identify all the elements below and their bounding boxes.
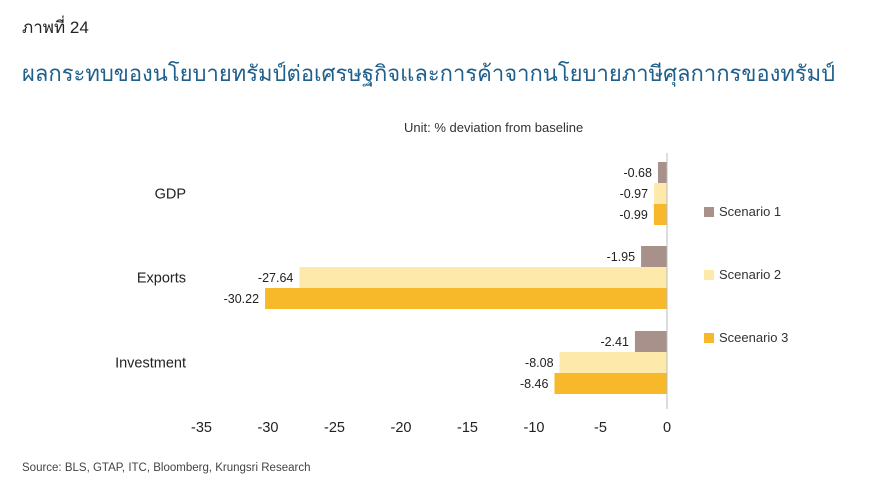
x-tick-label: -20 xyxy=(391,420,412,436)
bar-s2-gdp xyxy=(654,183,667,204)
legend-label-scenario-3: Sceenario 3 xyxy=(719,330,789,345)
source-note: Source: BLS, GTAP, ITC, Bloomberg, Krung… xyxy=(22,462,311,474)
chart-title: ผลกระทบของนโยบายทรัมป์ต่อเศรษฐกิจและการค… xyxy=(22,61,836,86)
value-label-s2-gdp: -0.97 xyxy=(620,187,649,201)
x-tick-label: -10 xyxy=(524,420,545,436)
x-tick-label: -25 xyxy=(324,420,345,436)
figure-label: ภาพที่ 24 xyxy=(22,18,89,37)
bar-s1-gdp xyxy=(657,162,667,183)
legend-item-scenario-2: Scenario 2 xyxy=(704,267,781,282)
bar-s1-investment xyxy=(634,331,667,352)
legend-item-scenario-3: Sceenario 3 xyxy=(704,330,788,345)
category-label-gdp: GDP xyxy=(155,187,186,203)
bar-s2-investment xyxy=(559,352,667,373)
legend-item-scenario-1: Scenario 1 xyxy=(704,204,781,219)
value-label-s3-gdp: -0.99 xyxy=(619,208,648,222)
x-tick-label: -35 xyxy=(191,420,212,436)
legend-label-scenario-2: Scenario 2 xyxy=(719,267,782,282)
value-label-s1-exports: -1.95 xyxy=(607,250,636,264)
x-tick-label: 0 xyxy=(663,420,671,436)
x-tick-label: -15 xyxy=(457,420,478,436)
value-label-s3-investment: -8.46 xyxy=(520,377,549,391)
bar-s3-exports xyxy=(265,288,667,309)
legend: Scenario 1 Scenario 2 Sceenario 3 xyxy=(704,0,864,495)
category-label-investment: Investment xyxy=(115,356,186,372)
legend-swatch-scenario-3 xyxy=(704,332,714,343)
bar-s1-exports xyxy=(641,246,667,267)
x-tick-label: -30 xyxy=(258,420,279,436)
legend-label-scenario-1: Scenario 1 xyxy=(719,204,782,219)
value-label-s2-investment: -8.08 xyxy=(525,356,554,370)
value-label-s3-exports: -30.22 xyxy=(224,292,259,306)
category-label-exports: Exports xyxy=(137,271,186,287)
bar-s3-gdp xyxy=(653,204,667,225)
value-label-s1-gdp: -0.68 xyxy=(623,166,652,180)
bar-s3-investment xyxy=(554,373,667,394)
value-label-s1-investment: -2.41 xyxy=(600,335,629,349)
legend-swatch-scenario-2 xyxy=(704,269,714,280)
unit-label: Unit: % deviation from baseline xyxy=(404,120,584,135)
x-tick-label: -5 xyxy=(594,420,607,436)
bar-s2-exports xyxy=(299,267,667,288)
legend-swatch-scenario-1 xyxy=(704,206,714,217)
value-label-s2-exports: -27.64 xyxy=(258,271,293,285)
